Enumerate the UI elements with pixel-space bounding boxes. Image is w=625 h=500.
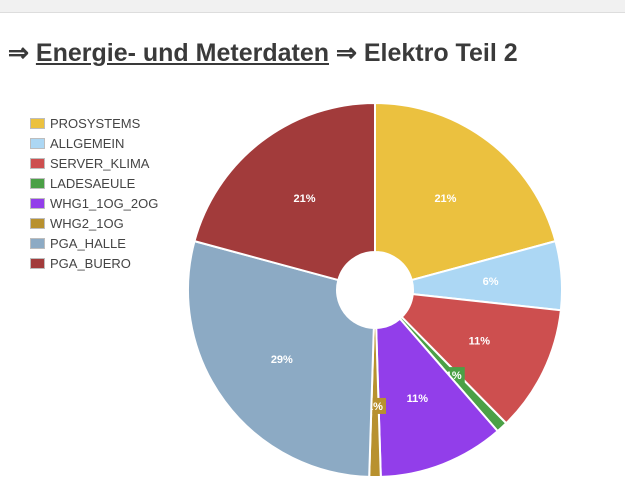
legend-item[interactable]: SERVER_KLIMA bbox=[30, 153, 158, 173]
pie-slice[interactable] bbox=[374, 101, 557, 282]
pie-data-label: 29% bbox=[271, 354, 293, 366]
legend-swatch bbox=[30, 197, 45, 209]
pie-data-label: 11% bbox=[469, 336, 491, 348]
legend-item[interactable]: PGA_HALLE bbox=[30, 233, 158, 253]
legend-item[interactable]: WHG1_1OG_2OG bbox=[30, 193, 158, 213]
arrow-icon: ⇒ bbox=[335, 39, 357, 67]
pie-slice[interactable] bbox=[400, 293, 562, 425]
legend-swatch bbox=[30, 117, 45, 129]
legend-swatch bbox=[30, 137, 45, 149]
pie-slice[interactable] bbox=[193, 101, 376, 282]
legend-label: PGA_HALLE bbox=[50, 235, 126, 251]
legend-label: PROSYSTEMS bbox=[50, 115, 141, 131]
energy-meter-data-link[interactable]: Energie- und Meterdaten bbox=[35, 39, 329, 67]
legend-item[interactable]: LADESAEULE bbox=[30, 173, 158, 193]
legend-swatch bbox=[30, 217, 45, 229]
pie-data-label: 6% bbox=[483, 276, 499, 288]
legend-swatch bbox=[30, 177, 45, 189]
legend-label: WHG1_1OG_2OG bbox=[50, 195, 159, 211]
legend-label: WHG2_1OG bbox=[50, 215, 124, 231]
legend-item[interactable]: WHG2_1OG bbox=[30, 213, 158, 233]
pie-data-label: 21% bbox=[294, 193, 316, 205]
arrow-icon: ⇒ bbox=[8, 39, 29, 67]
chart-legend: PROSYSTEMS ALLGEMEIN SERVER_KLIMA LADESAEUL… bbox=[30, 113, 158, 273]
legend-swatch bbox=[30, 257, 45, 269]
section-title: Elektro Teil 2 bbox=[363, 39, 518, 67]
legend-item[interactable]: PGA_BUERO bbox=[30, 253, 158, 273]
page-title: ⇒ Energie- und Meterdaten ⇒ Elektro Teil… bbox=[8, 38, 518, 68]
legend-label: LADESAEULE bbox=[50, 175, 136, 191]
legend-item[interactable]: ALLGEMEIN bbox=[30, 133, 158, 153]
legend-swatch bbox=[30, 157, 45, 169]
legend-swatch bbox=[30, 237, 45, 249]
legend-item[interactable]: PROSYSTEMS bbox=[30, 113, 158, 133]
legend-label: SERVER_KLIMA bbox=[50, 155, 150, 171]
pie-data-label: 21% bbox=[434, 193, 456, 205]
legend-label: PGA_BUERO bbox=[50, 255, 131, 271]
pie-data-label: 11% bbox=[407, 393, 429, 405]
pie-slice[interactable] bbox=[187, 239, 375, 478]
legend-label: ALLGEMEIN bbox=[50, 135, 125, 151]
pie-slice[interactable] bbox=[375, 317, 500, 478]
top-strip bbox=[0, 0, 625, 13]
